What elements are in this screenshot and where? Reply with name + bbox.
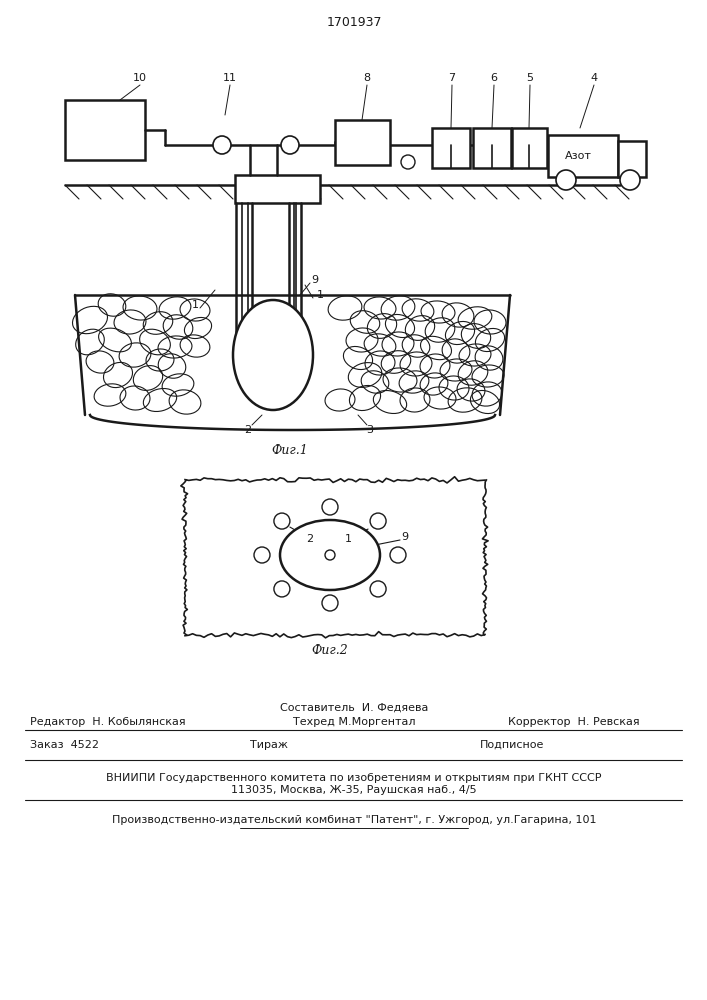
Text: 7: 7 — [448, 73, 455, 83]
Text: 9: 9 — [312, 275, 319, 285]
Text: Составитель  И. Федяева: Составитель И. Федяева — [280, 703, 428, 713]
Text: Корректор  Н. Ревская: Корректор Н. Ревская — [508, 717, 640, 727]
Bar — [618, 141, 646, 177]
Text: 2: 2 — [245, 425, 252, 435]
Text: 1701937: 1701937 — [326, 15, 382, 28]
Text: 10: 10 — [133, 73, 147, 83]
Bar — [335, 120, 390, 165]
Text: 2: 2 — [306, 534, 313, 544]
Circle shape — [213, 136, 231, 154]
Circle shape — [322, 595, 338, 611]
Text: 5: 5 — [527, 73, 534, 83]
Circle shape — [620, 170, 640, 190]
Bar — [235, 175, 320, 203]
Text: 1: 1 — [192, 300, 199, 310]
Text: 11: 11 — [223, 73, 237, 83]
Bar — [432, 128, 470, 168]
Ellipse shape — [280, 520, 380, 590]
Circle shape — [370, 581, 386, 597]
Text: 4: 4 — [590, 73, 597, 83]
Circle shape — [556, 170, 576, 190]
Bar — [548, 135, 618, 177]
Circle shape — [390, 547, 406, 563]
Text: 1: 1 — [317, 290, 324, 300]
Text: Производственно-издательский комбинат "Патент", г. Ужгород, ул.Гагарина, 101: Производственно-издательский комбинат "П… — [112, 815, 596, 825]
Text: 1: 1 — [344, 534, 351, 544]
Text: 9: 9 — [402, 532, 409, 542]
Text: Фиг.2: Фиг.2 — [312, 644, 349, 656]
Circle shape — [281, 136, 299, 154]
Circle shape — [325, 550, 335, 560]
Circle shape — [254, 547, 270, 563]
Circle shape — [401, 155, 415, 169]
Circle shape — [274, 581, 290, 597]
Text: Техред М.Моргентал: Техред М.Моргентал — [293, 717, 415, 727]
Text: Азот: Азот — [565, 151, 592, 161]
Text: ВНИИПИ Государственного комитета по изобретениям и открытиям при ГКНТ СССР: ВНИИПИ Государственного комитета по изоб… — [106, 773, 602, 783]
Circle shape — [274, 513, 290, 529]
Text: 8: 8 — [363, 73, 370, 83]
Text: Фиг.1: Фиг.1 — [271, 444, 308, 456]
Text: Заказ  4522: Заказ 4522 — [30, 740, 99, 750]
Text: 113035, Москва, Ж-35, Раушская наб., 4/5: 113035, Москва, Ж-35, Раушская наб., 4/5 — [231, 785, 477, 795]
Circle shape — [322, 499, 338, 515]
Text: 3: 3 — [366, 425, 373, 435]
Bar — [473, 128, 511, 168]
Ellipse shape — [233, 300, 313, 410]
Circle shape — [370, 513, 386, 529]
Text: Редактор  Н. Кобылянская: Редактор Н. Кобылянская — [30, 717, 186, 727]
Bar — [512, 128, 547, 168]
Text: 6: 6 — [491, 73, 498, 83]
Text: Тираж: Тираж — [250, 740, 288, 750]
Bar — [65, 100, 145, 160]
Text: Подписное: Подписное — [480, 740, 544, 750]
